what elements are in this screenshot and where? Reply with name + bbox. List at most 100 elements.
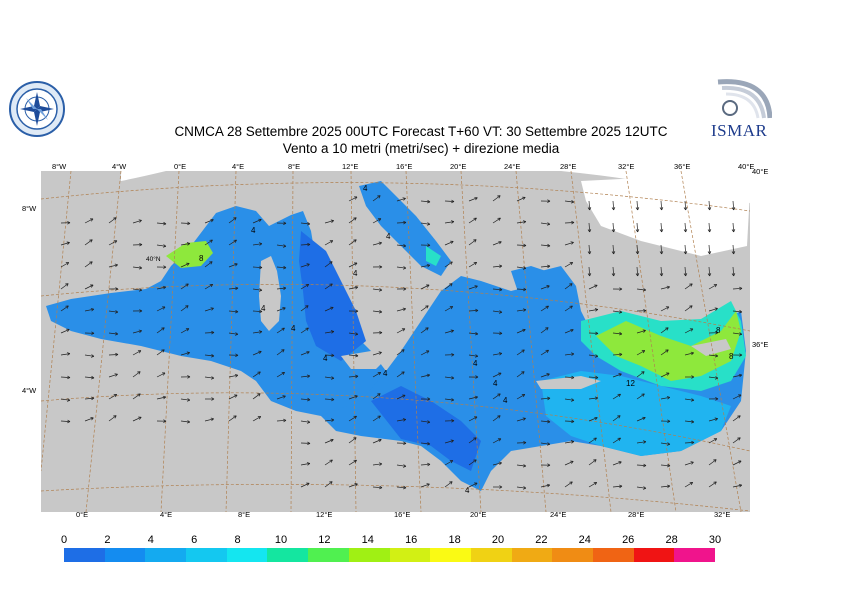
wind-arrow-head (731, 229, 734, 233)
wind-arrow-head (474, 395, 478, 398)
contour-label: 4 (353, 269, 358, 278)
wind-arrow-head (619, 373, 622, 377)
wind-arrow-head (378, 195, 381, 199)
wind-arrow (492, 462, 502, 466)
wind-arrow-head (643, 463, 647, 466)
wind-arrow (708, 200, 711, 211)
wind-arrow-head (307, 263, 310, 267)
wind-arrow (564, 376, 575, 379)
wind-arrow (252, 243, 262, 246)
wind-arrow-head (522, 308, 527, 311)
wind-arrow-head (283, 307, 286, 311)
wind-arrow (708, 266, 711, 277)
wind-arrow-head (307, 399, 311, 402)
wind-arrow-head (547, 200, 551, 203)
wind-arrow-head (259, 288, 263, 291)
wind-arrow (60, 262, 69, 268)
wind-arrow-head (67, 419, 71, 422)
lat-label-inline: 40°N (146, 255, 161, 263)
wind-arrow-head (162, 245, 167, 248)
wind-arrow-head (187, 223, 191, 226)
wind-arrow-head (91, 218, 94, 222)
wind-arrow-head (547, 484, 551, 488)
wind-arrow (516, 288, 527, 290)
wind-arrow (468, 285, 478, 290)
wind-arrow-head (589, 273, 592, 277)
wind-arrow-head (667, 286, 670, 290)
wind-arrow-head (690, 461, 694, 463)
wind-arrow-head (451, 221, 455, 224)
wind-arrow-head (587, 207, 590, 211)
wind-arrow-head (450, 261, 453, 265)
wind-arrow-head (595, 354, 599, 357)
wind-arrow-head (685, 229, 688, 233)
wind-arrow (516, 464, 526, 467)
wind-arrow-head (307, 222, 311, 225)
wind-arrow (492, 288, 503, 291)
sea-aegean (511, 266, 581, 341)
wind-arrow-head (618, 415, 621, 419)
wind-arrow-head (522, 487, 527, 490)
wind-arrow (252, 219, 262, 224)
wind-arrow (540, 327, 549, 334)
wind-arrow-head (619, 352, 623, 355)
wind-arrow-head (547, 397, 551, 401)
wind-arrow (732, 332, 742, 335)
wind-arrow (324, 306, 334, 312)
wind-arrow (444, 376, 454, 379)
wind-arrow (516, 244, 527, 246)
map-margin (561, 171, 750, 203)
wind-arrow-head (613, 273, 616, 277)
wind-arrow-head (330, 240, 334, 244)
wind-arrow-head (139, 220, 142, 223)
wind-arrow-head (499, 485, 503, 488)
wind-arrow (348, 354, 359, 357)
wind-arrow-head (355, 395, 358, 399)
top-lon-label: 40°E (738, 162, 755, 171)
wind-arrow (156, 372, 166, 378)
wind-arrow (204, 284, 213, 290)
wind-arrow-head (306, 462, 311, 464)
wind-arrow (660, 244, 663, 255)
wind-arrow-head (619, 331, 623, 335)
wind-arrow (396, 308, 406, 312)
wind-band-strong (596, 311, 741, 381)
wind-arrow (540, 484, 550, 488)
wind-arrow-head (66, 305, 69, 309)
wind-arrow-head (283, 418, 287, 421)
wind-arrow (348, 437, 357, 444)
wind-arrow-head (595, 397, 599, 400)
wind-arrow-head (523, 309, 527, 312)
wind-arrow-head (211, 354, 215, 357)
wind-arrow-head (211, 376, 215, 379)
wind-arrow (132, 350, 142, 356)
wind-arrow-head (378, 415, 381, 419)
wind-arrow-head (283, 286, 287, 289)
wind-arrow-head (685, 251, 688, 255)
wind-arrow-head (523, 243, 527, 246)
wind-arrow (540, 222, 550, 225)
wind-arrow-head (402, 418, 406, 420)
wind-arrow-head (403, 443, 407, 446)
wind-arrow-head (115, 310, 119, 313)
wind-arrow-head (595, 331, 599, 334)
wind-arrow-head (139, 416, 142, 420)
colorbar-tick-label: 10 (274, 534, 288, 546)
wind-arrow-head (450, 283, 453, 287)
wind-band-balearic (166, 241, 213, 268)
wind-arrow (492, 393, 501, 400)
wind-arrow (684, 266, 687, 277)
wind-arrow (444, 241, 454, 246)
wind-arrow-head (163, 265, 167, 268)
wind-arrow-head (707, 273, 710, 277)
wind-arrow (300, 398, 311, 401)
wind-arrow-head (307, 242, 311, 245)
wind-arrow-head (426, 421, 431, 424)
wind-arrow-head (210, 261, 213, 265)
wind-arrow (444, 440, 454, 444)
wind-arrow-head (643, 486, 647, 489)
wind-arrow (684, 398, 694, 401)
wind-arrow-head (450, 439, 454, 441)
colorbar-segment (633, 548, 675, 562)
wind-arrow-head (211, 397, 215, 400)
